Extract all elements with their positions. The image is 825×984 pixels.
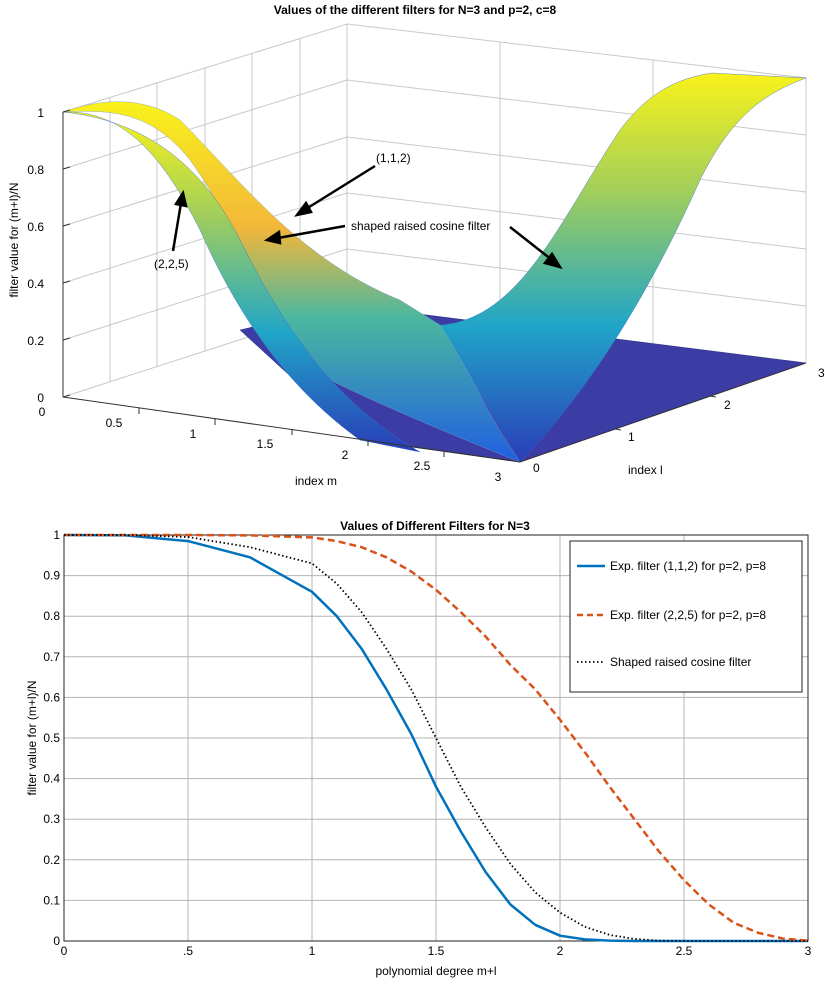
y-tick-label: 0.6 [43, 690, 60, 704]
y-tick-label: 0.7 [43, 650, 60, 664]
surface-title: Values of the different filters for N=3 … [274, 3, 557, 17]
z-tick-label: 0.8 [27, 163, 44, 177]
series-line-2 [64, 533, 809, 942]
y-tick-label: 0.4 [43, 772, 60, 786]
legend-label-2: Exp. filter (2,2,5) for p=2, p=8 [610, 608, 766, 622]
x-tick-label: 1 [309, 944, 316, 958]
m-tick-label: 0 [39, 405, 46, 419]
z-axis-label: filter value for (m+l)/N [7, 182, 21, 297]
surface-ticks [62, 109, 717, 457]
m-tick-label: 1 [190, 427, 197, 441]
m-axis-label: index m [295, 474, 337, 488]
line-chart-series [63, 533, 809, 943]
legend: Exp. filter (1,1,2) for p=2, p=8 Exp. fi… [569, 540, 803, 693]
surface-sheet-front [62, 111, 421, 453]
l-tick-label: 3 [818, 366, 825, 380]
m-tick-label: 3 [495, 470, 502, 484]
annotation-225: (2,2,5) [154, 257, 189, 271]
l-axis-label: index l [628, 463, 663, 477]
l-tick-label: 1 [628, 430, 635, 444]
m-tick-labels: 0 0.5 1 1.5 2 2.5 3 [39, 405, 502, 484]
surface-sheet-right [439, 72, 807, 463]
y-tick-label: 0.5 [43, 731, 60, 745]
z-tick-labels: 1 0.8 0.6 0.4 0.2 0 [27, 106, 44, 405]
z-tick-label: 0 [37, 391, 44, 405]
x-tick-label: 3 [805, 944, 812, 958]
l-tick-label: 2 [724, 398, 731, 412]
m-tick-label: 0.5 [106, 416, 123, 430]
y-tick-label: 0.2 [43, 853, 60, 867]
legend-label-3: Shaped raised cosine filter [610, 655, 751, 669]
x-axis-label: polynomial degree m+l [375, 964, 496, 978]
legend-label-1: Exp. filter (1,1,2) for p=2, p=8 [610, 559, 766, 573]
y-tick-label: 0 [53, 934, 60, 948]
surface-plot [62, 72, 807, 463]
y-tick-label: 0.8 [43, 609, 60, 623]
line-chart-frame [63, 534, 809, 942]
annotation-112: (1,1,2) [376, 151, 411, 165]
y-tick-label: 0.9 [43, 569, 60, 583]
x-tick-label: 2.5 [676, 944, 693, 958]
x-tick-label: 2 [557, 944, 564, 958]
y-tick-label: 1 [53, 528, 60, 542]
z-tick-label: 1 [37, 106, 44, 120]
l-tick-label: 0 [533, 461, 540, 475]
y-tick-labels: 0 0.1 0.2 0.3 0.4 0.5 0.6 0.7 0.8 0.9 1 [43, 528, 60, 948]
series-line-1 [63, 533, 808, 943]
l-tick-labels: 0 1 2 3 [533, 366, 825, 475]
z-tick-label: 0.6 [27, 220, 44, 234]
x-tick-label: 1.5 [428, 944, 445, 958]
annotation-raised-cosine: shaped raised cosine filter [351, 219, 490, 233]
y-tick-label: 0.1 [43, 893, 60, 907]
legend-box [569, 540, 803, 693]
m-tick-label: 2 [342, 448, 349, 462]
x-tick-label: 0 [61, 944, 68, 958]
y-axis-label: filter value for (m+l)/N [25, 680, 39, 795]
surface-sheet-back [62, 101, 521, 463]
z-tick-label: 0.2 [27, 334, 44, 348]
line-chart-title: Values of Different Filters for N=3 [340, 519, 530, 533]
x-tick-label: .5 [183, 944, 193, 958]
y-tick-label: 0.3 [43, 812, 60, 826]
m-tick-label: 1.5 [257, 437, 274, 451]
annotation-arrows [171, 164, 563, 270]
z-tick-label: 0.4 [27, 277, 44, 291]
x-tick-labels: 0 .5 1 1.5 2 2.5 3 [61, 944, 812, 958]
m-tick-label: 2.5 [414, 459, 431, 473]
